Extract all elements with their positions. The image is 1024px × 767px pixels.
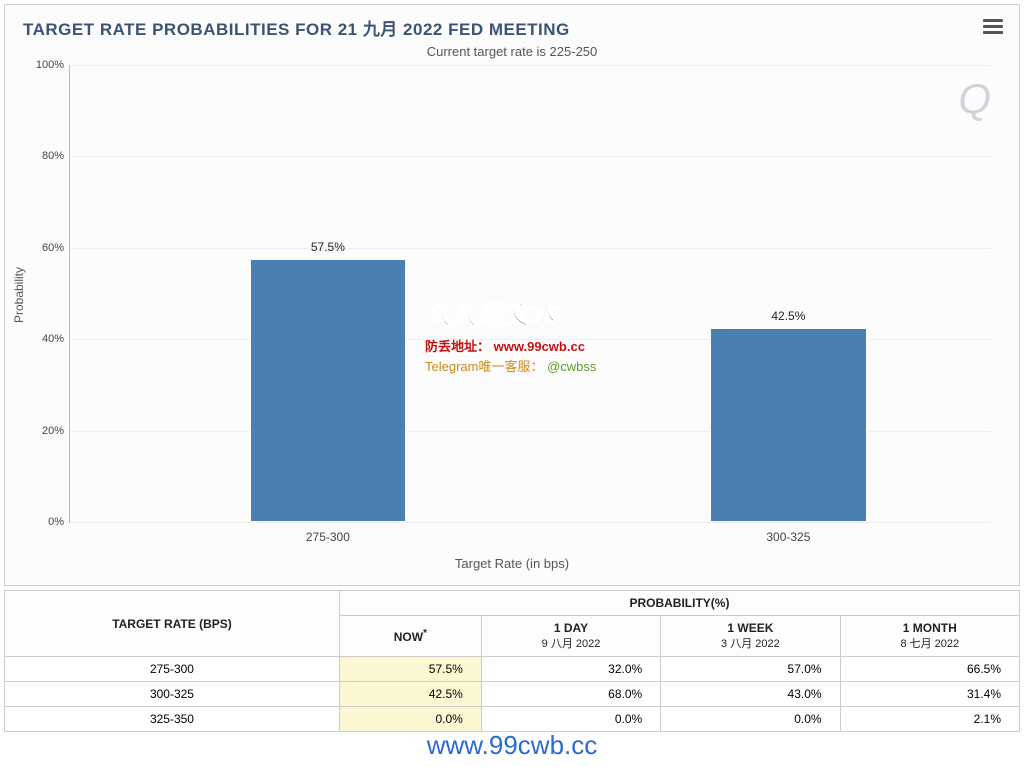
table-cell: 43.0% (661, 682, 840, 707)
table-cell: 325-350 (5, 707, 340, 732)
ytick-label: 80% (26, 150, 64, 162)
xtick-label: 300-325 (728, 530, 848, 544)
col-1day: 1 DAY 9 八月 2022 (481, 616, 660, 657)
probability-table: TARGET RATE (BPS) PROBABILITY(%) NOW* 1 … (4, 590, 1020, 732)
table-cell: 2.1% (840, 707, 1019, 732)
table-cell: 68.0% (481, 682, 660, 707)
table-cell: 300-325 (5, 682, 340, 707)
table-cell: 32.0% (481, 657, 660, 682)
chart-title: TARGET RATE PROBABILITIES FOR 21 九月 2022… (23, 15, 1001, 40)
gridline (70, 65, 991, 66)
y-axis-label: Probability (12, 267, 26, 323)
watermark-bottom: www.99cwb.cc (0, 730, 1024, 761)
col-now: NOW* (339, 616, 481, 657)
col-target-rate: TARGET RATE (BPS) (5, 591, 340, 657)
col-probability: PROBABILITY(%) (339, 591, 1019, 616)
table-cell: 0.0% (661, 707, 840, 732)
table-cell: 42.5% (339, 682, 481, 707)
ytick-label: 0% (26, 516, 64, 528)
ytick-label: 60% (26, 242, 64, 254)
table-cell: 275-300 (5, 657, 340, 682)
table-cell: 57.0% (661, 657, 840, 682)
gridline (70, 522, 991, 523)
table-cell: 31.4% (840, 682, 1019, 707)
bar-value-label: 42.5% (711, 309, 866, 323)
chart-plot-area: 0%20%40%60%80%100%57.5%275-30042.5%300-3… (69, 65, 991, 523)
col-1week: 1 WEEK 3 八月 2022 (661, 616, 840, 657)
table-cell: 0.0% (481, 707, 660, 732)
chart-panel: TARGET RATE PROBABILITIES FOR 21 九月 2022… (4, 4, 1020, 586)
table-cell: 57.5% (339, 657, 481, 682)
table-row: 275-30057.5%32.0%57.0%66.5% (5, 657, 1020, 682)
gridline (70, 248, 991, 249)
bar-value-label: 57.5% (251, 240, 406, 254)
xtick-label: 275-300 (268, 530, 388, 544)
probability-table-panel: TARGET RATE (BPS) PROBABILITY(%) NOW* 1 … (4, 590, 1020, 732)
table-row: 300-32542.5%68.0%43.0%31.4% (5, 682, 1020, 707)
bar: 57.5% (250, 259, 407, 522)
table-row: 325-3500.0%0.0%0.0%2.1% (5, 707, 1020, 732)
gridline (70, 156, 991, 157)
ytick-label: 20% (26, 425, 64, 437)
table-cell: 0.0% (339, 707, 481, 732)
table-cell: 66.5% (840, 657, 1019, 682)
ytick-label: 40% (26, 333, 64, 345)
bar: 42.5% (710, 328, 867, 522)
x-axis-label: Target Rate (in bps) (5, 556, 1019, 571)
ytick-label: 100% (26, 59, 64, 71)
chart-subtitle: Current target rate is 225-250 (23, 44, 1001, 59)
chart-menu-icon[interactable] (983, 19, 1003, 35)
col-1month: 1 MONTH 8 七月 2022 (840, 616, 1019, 657)
